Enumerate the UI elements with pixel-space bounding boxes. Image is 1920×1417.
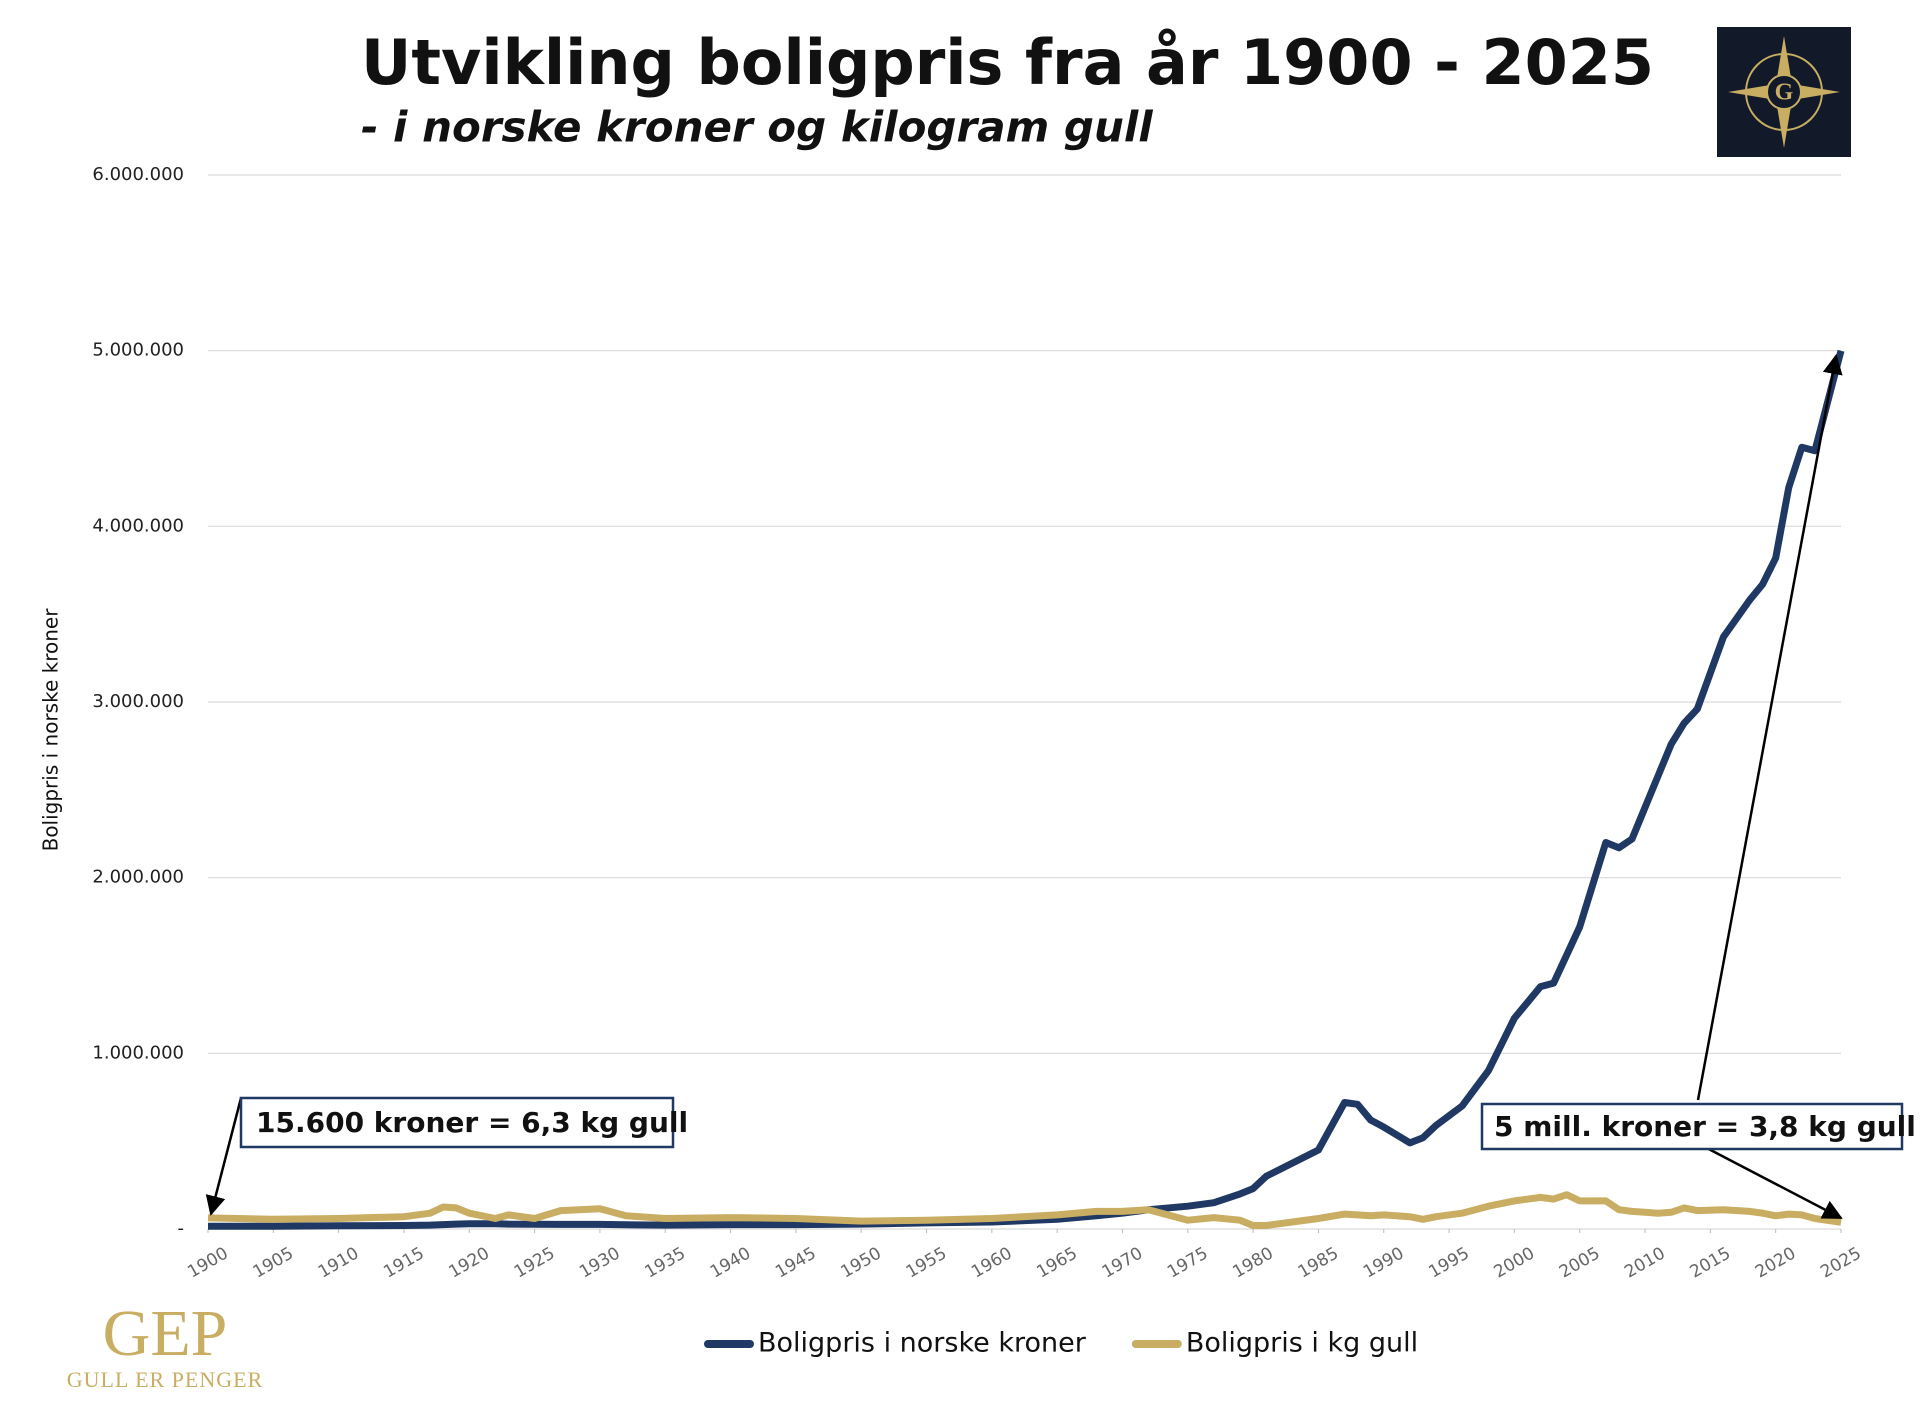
x-tick-label: 1950 xyxy=(837,1244,884,1283)
y-tick-label: 1.000.000 xyxy=(92,1042,184,1063)
y-tick-label: 5.000.000 xyxy=(92,340,184,361)
y-tick-label: 3.000.000 xyxy=(92,691,184,712)
arrow xyxy=(205,1097,243,1216)
arrow xyxy=(1696,354,1843,1101)
legend-label: Boligpris i kg gull xyxy=(1186,1328,1418,1359)
x-tick-label: 2000 xyxy=(1491,1244,1538,1283)
logo: G xyxy=(1717,27,1851,157)
x-tick-label: 1995 xyxy=(1425,1244,1472,1283)
y-axis-label: Boligpris i norske kroner xyxy=(39,608,63,852)
y-tick-label: 4.000.000 xyxy=(92,515,184,536)
x-tick-label: 2005 xyxy=(1556,1244,1603,1283)
x-tick-label: 1955 xyxy=(903,1244,950,1283)
x-tick-label: 1935 xyxy=(642,1244,689,1283)
chart-subtitle: - i norske kroner og kilogram gull xyxy=(361,103,1153,152)
logo-letter: G xyxy=(1775,80,1794,106)
x-tick-label: 1905 xyxy=(250,1244,297,1283)
y-tick-label: 2.000.000 xyxy=(92,867,184,888)
legend-label: Boligpris i norske kroner xyxy=(758,1328,1087,1359)
chart-title: Utvikling boligpris fra år 1900 - 2025 xyxy=(361,26,1654,99)
x-tick-label: 1945 xyxy=(772,1244,819,1283)
x-tick-label: 2020 xyxy=(1752,1244,1799,1283)
x-tick-label: 1990 xyxy=(1360,1244,1407,1283)
x-tick-label: 1915 xyxy=(380,1244,427,1283)
annotation-box xyxy=(1480,1102,1904,1151)
x-tick-label: 1910 xyxy=(315,1244,362,1283)
x-tick-label: 1965 xyxy=(1033,1244,1080,1283)
x-tick-label: 2025 xyxy=(1817,1244,1864,1283)
x-tick-label: 2010 xyxy=(1621,1244,1668,1283)
brand-name: GEP xyxy=(103,1297,228,1370)
brand-tagline: GULL ER PENGER xyxy=(67,1367,264,1392)
series-line xyxy=(207,349,1845,1230)
x-tick-label: 1900 xyxy=(184,1244,231,1283)
x-tick-label: 1970 xyxy=(1099,1244,1146,1283)
x-tick-label: 1985 xyxy=(1295,1244,1342,1283)
y-tick-label: - xyxy=(178,1218,185,1239)
annotation: 5 mill. kroner = 3,8 kg gull xyxy=(1494,1110,1916,1143)
x-tick-label: 1980 xyxy=(1229,1244,1276,1283)
x-tick-label: 1940 xyxy=(707,1244,754,1283)
x-tick-label: 2015 xyxy=(1687,1244,1734,1283)
annotation: 15.600 kroner = 6,3 kg gull xyxy=(256,1106,688,1139)
x-tick-label: 1925 xyxy=(511,1244,558,1283)
series-line xyxy=(207,1191,1842,1229)
x-tick-label: 1920 xyxy=(446,1244,493,1283)
y-tick-label: 6.000.000 xyxy=(92,164,184,185)
x-tick-label: 1960 xyxy=(968,1244,1015,1283)
x-tick-label: 1930 xyxy=(576,1244,623,1283)
annotation-box xyxy=(239,1096,675,1149)
x-tick-label: 1975 xyxy=(1164,1244,1211,1283)
